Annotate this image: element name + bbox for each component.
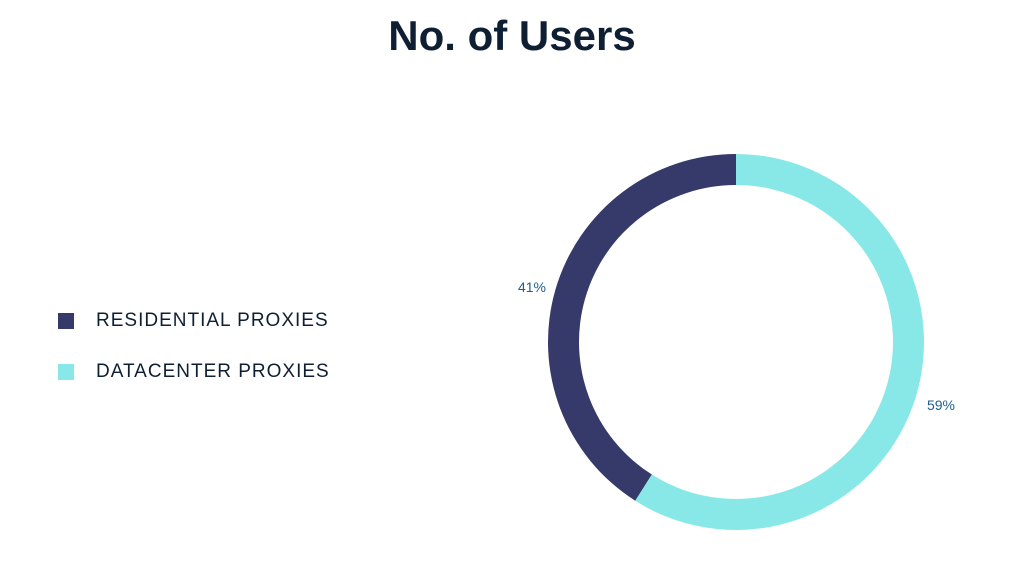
donut-slice-datacenter bbox=[635, 154, 925, 530]
legend-label-residential: RESIDENTIAL PROXIES bbox=[96, 310, 329, 331]
donut-slice-residential bbox=[548, 154, 736, 501]
legend-label-datacenter: DATACENTER PROXIES bbox=[96, 361, 330, 382]
donut-slices bbox=[548, 154, 925, 530]
legend-item-residential: RESIDENTIAL PROXIES bbox=[58, 306, 330, 336]
legend-item-datacenter: DATACENTER PROXIES bbox=[58, 357, 330, 387]
legend-swatch-datacenter bbox=[58, 364, 74, 380]
chart-title: No. of Users bbox=[388, 12, 636, 59]
legend: RESIDENTIAL PROXIES DATACENTER PROXIES bbox=[58, 306, 330, 408]
data-label-residential: 41% bbox=[518, 279, 546, 295]
data-label-datacenter: 59% bbox=[927, 397, 955, 413]
legend-swatch-residential bbox=[58, 313, 74, 329]
